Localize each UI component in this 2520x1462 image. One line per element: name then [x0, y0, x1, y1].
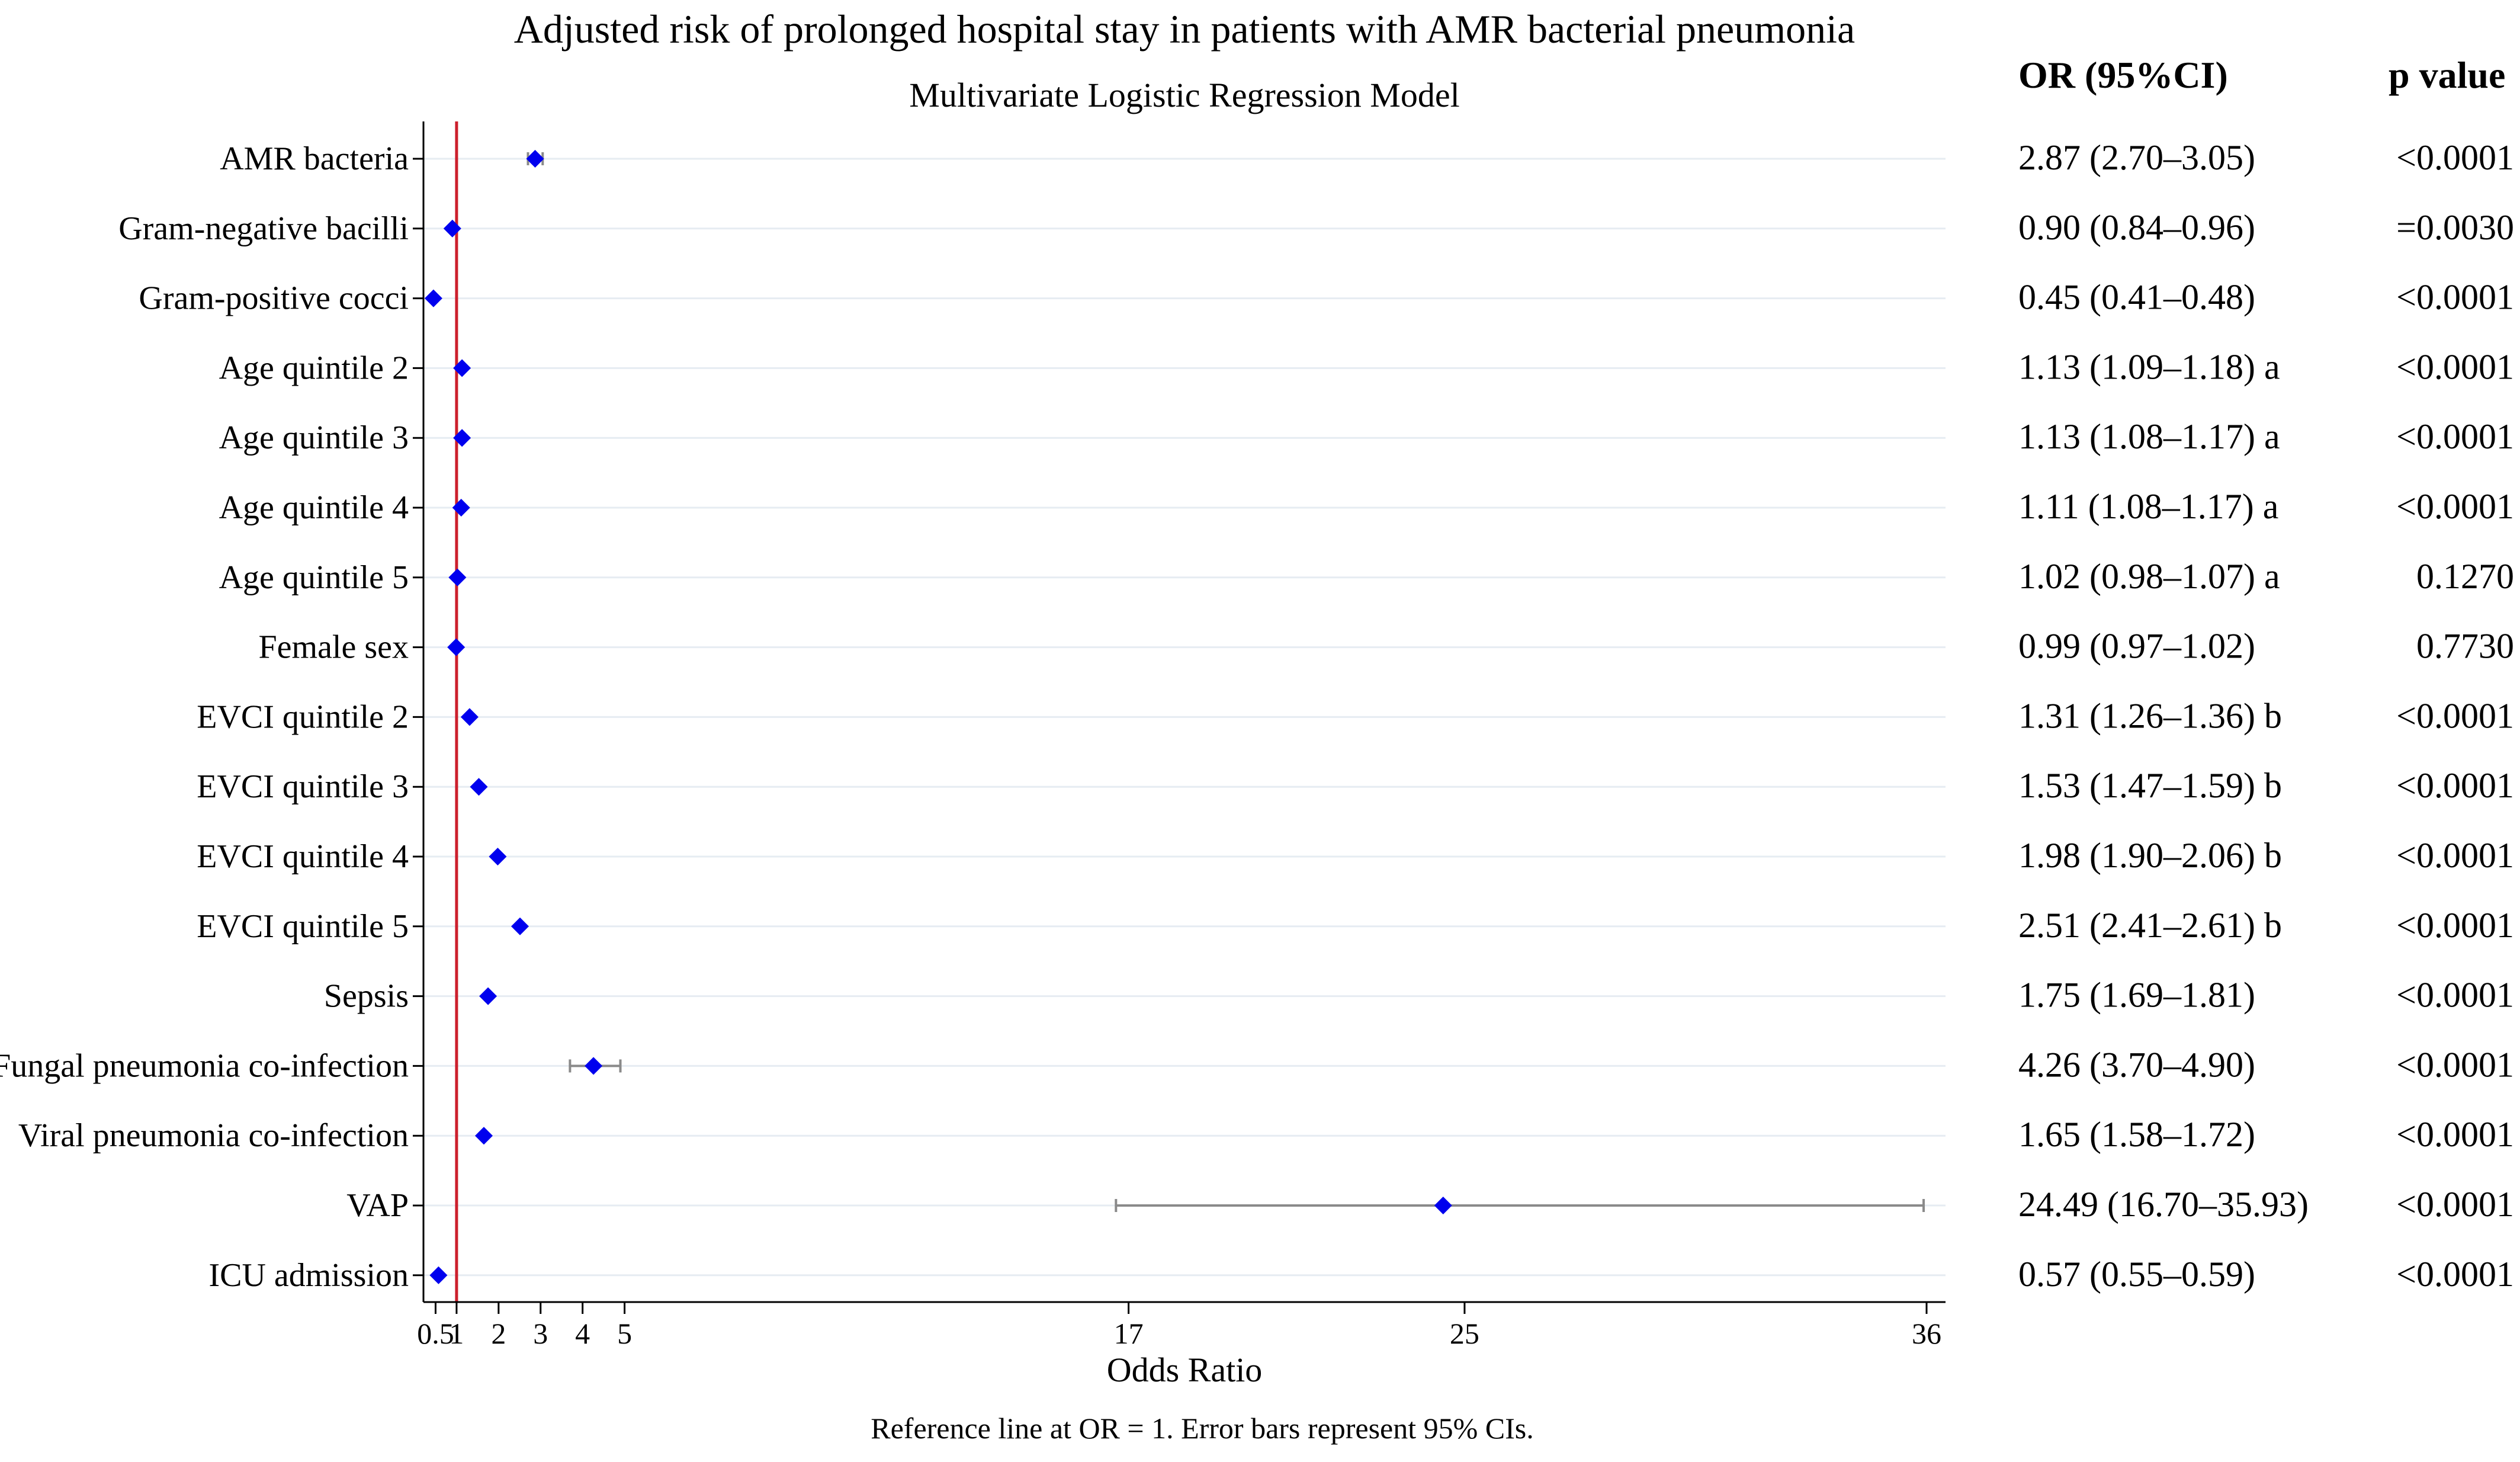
or-ci-value: 0.57 (0.55–0.59)	[2018, 1255, 2255, 1294]
x-tick-label: 1	[449, 1317, 464, 1350]
x-tick-label: 3	[533, 1317, 548, 1350]
or-point	[443, 219, 461, 238]
or-point	[475, 1127, 493, 1145]
x-tick-label: 5	[617, 1317, 632, 1350]
or-point	[511, 917, 529, 935]
row-label: Gram-positive cocci	[139, 280, 409, 317]
or-point	[470, 778, 488, 796]
or-point	[453, 359, 471, 377]
row-label: Sepsis	[324, 978, 409, 1015]
chart-title: Adjusted risk of prolonged hospital stay…	[514, 7, 1855, 52]
row-label: EVCI quintile 5	[197, 908, 409, 945]
or-ci-value: 24.49 (16.70–35.93)	[2018, 1185, 2309, 1224]
p-value: <0.0001	[2396, 1115, 2514, 1154]
row-label: EVCI quintile 3	[197, 768, 409, 805]
row-label: Age quintile 4	[219, 489, 409, 526]
or-ci-value: 0.45 (0.41–0.48)	[2018, 278, 2255, 317]
x-tick-label: 17	[1114, 1317, 1144, 1350]
p-value: <0.0001	[2396, 1185, 2514, 1224]
or-ci-value: 1.65 (1.58–1.72)	[2018, 1115, 2255, 1154]
or-point	[429, 1266, 448, 1284]
row-label: Age quintile 2	[219, 350, 409, 386]
axes: 0.51 2 3 4 5 17 25 36	[417, 121, 1946, 1350]
x-tick-label: 36	[1912, 1317, 1941, 1350]
or-ci-value: 1.31 (1.26–1.36) b	[2018, 696, 2282, 735]
or-ci-value: 1.53 (1.47–1.59) b	[2018, 766, 2282, 805]
or-ci-value: 1.13 (1.08–1.17) a	[2018, 417, 2280, 456]
or-ci-value: 1.75 (1.69–1.81)	[2018, 976, 2255, 1015]
chart-subtitle: Multivariate Logistic Regression Model	[909, 76, 1459, 114]
or-point	[460, 708, 479, 726]
p-value: <0.0001	[2396, 487, 2514, 526]
or-ci-value: 1.11 (1.08–1.17) a	[2018, 487, 2278, 526]
or-point	[424, 289, 442, 307]
or-ci-value: 2.87 (2.70–3.05)	[2018, 138, 2255, 177]
row-label: Age quintile 3	[219, 419, 409, 456]
or-point	[479, 987, 497, 1005]
p-value: <0.0001	[2396, 278, 2514, 317]
p-value: <0.0001	[2396, 836, 2514, 875]
p-value: <0.0001	[2396, 766, 2514, 805]
p-value: <0.0001	[2396, 976, 2514, 1015]
or-ci-value: 2.51 (2.41–2.61) b	[2018, 906, 2282, 945]
chart-note: Reference line at OR = 1. Error bars rep…	[871, 1412, 1533, 1445]
x-tick-label: 25	[1450, 1317, 1479, 1350]
p-value: <0.0001	[2396, 138, 2514, 177]
or-point	[1434, 1197, 1452, 1214]
or-point	[448, 568, 467, 586]
p-value: <0.0001	[2396, 347, 2514, 386]
p-value: <0.0001	[2396, 906, 2514, 945]
or-ci-value: 1.02 (0.98–1.07) a	[2018, 557, 2280, 596]
row-label: Age quintile 5	[219, 559, 409, 596]
or-ci-value: 0.99 (0.97–1.02)	[2018, 627, 2255, 666]
p-value: =0.0030	[2396, 208, 2514, 247]
or-point	[453, 429, 471, 447]
row-label: Gram-negative bacilli	[118, 210, 409, 247]
or-point	[585, 1057, 603, 1075]
or-point	[447, 638, 466, 656]
row-label: ICU admission	[208, 1257, 409, 1294]
p-value: 0.7730	[2416, 627, 2514, 666]
p-value: <0.0001	[2396, 1045, 2514, 1084]
or-column-header: OR (95%CI)	[2018, 54, 2228, 96]
row-label: Viral pneumonia co-infection	[18, 1117, 409, 1154]
row-label: EVCI quintile 2	[197, 698, 409, 735]
data-rows: AMR bacteria 2.87 (2.70–3.05) <0.0001 Gram-…	[0, 138, 2514, 1294]
gridlines	[423, 158, 1946, 1277]
or-ci-value: 1.98 (1.90–2.06) b	[2018, 836, 2282, 875]
or-point	[489, 848, 507, 865]
or-ci-value: 4.26 (3.70–4.90)	[2018, 1045, 2255, 1084]
x-tick-label: 4	[575, 1317, 590, 1350]
row-label: AMR bacteria	[220, 140, 409, 177]
p-value: <0.0001	[2396, 1255, 2514, 1294]
p-value-column-header: p value	[2389, 54, 2505, 96]
p-value: 0.1270	[2416, 557, 2514, 596]
x-axis-label: Odds Ratio	[1107, 1351, 1263, 1389]
row-label: VAP	[346, 1187, 409, 1224]
or-ci-value: 1.13 (1.09–1.18) a	[2018, 347, 2280, 386]
p-value: <0.0001	[2396, 417, 2514, 456]
or-point	[452, 499, 470, 517]
row-label: EVCI quintile 4	[197, 838, 409, 875]
row-label: Female sex	[259, 629, 409, 666]
row-label: Fungal pneumonia co-infection	[0, 1047, 409, 1084]
p-value: <0.0001	[2396, 696, 2514, 735]
x-tick-label: 2	[491, 1317, 506, 1350]
x-tick-label: 0.5	[417, 1317, 454, 1350]
or-point	[526, 150, 544, 168]
or-ci-value: 0.90 (0.84–0.96)	[2018, 208, 2255, 247]
